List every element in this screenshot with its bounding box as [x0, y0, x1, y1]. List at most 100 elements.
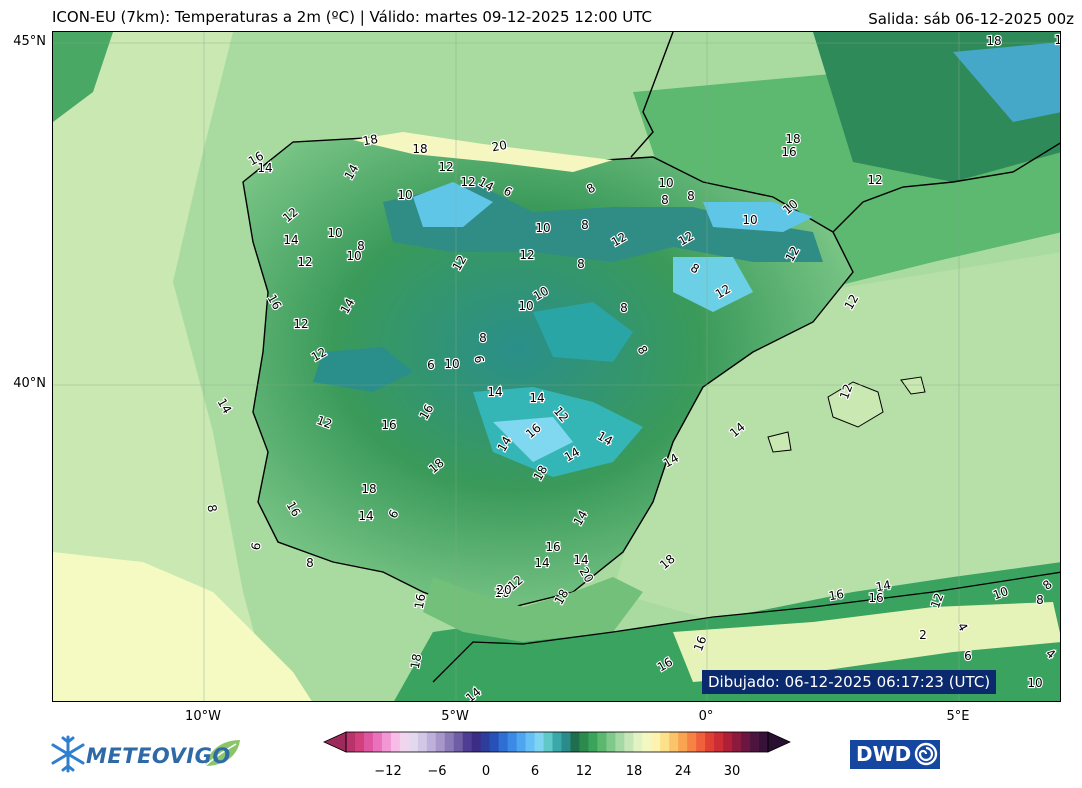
isotherm-label: 8 — [1036, 593, 1044, 607]
isotherm-label: 18 — [362, 132, 379, 148]
isotherm-label: 6 — [427, 358, 435, 372]
isotherm-label: 20 — [491, 138, 508, 154]
lat-label-45n: 45°N — [13, 34, 46, 49]
cold-area-west — [313, 347, 413, 392]
cold-spot-iberian-range — [673, 257, 753, 312]
colorbar-swatch — [372, 732, 383, 752]
balearic-islands — [827, 381, 884, 428]
atlantic-warmest-band — [53, 552, 312, 701]
isotherm-label: 8 — [357, 239, 365, 253]
isotherm-label: 8 — [661, 193, 669, 207]
meteovigo-wordmark: METEOVIGO — [86, 744, 231, 768]
isotherm-label: 10 — [346, 249, 361, 263]
temperature-map[interactable]: 18 18 20 16 14 14 12 14 10 16 12 12 14 14 12 16 16 18 18 16… — [52, 31, 1061, 702]
isotherm-label: 12 — [519, 248, 534, 262]
colorbar-swatch — [354, 732, 365, 752]
isotherm-label: 10 — [742, 213, 757, 227]
isotherm-label: 16 — [828, 587, 845, 603]
isotherm-label: 12 — [837, 382, 855, 401]
cold-area-meseta — [533, 302, 633, 362]
colorbar-swatch — [579, 732, 589, 752]
isotherm-label: 14 — [875, 578, 892, 594]
north-africa-coast-warm — [673, 602, 1060, 682]
model-run-label: Salida: sáb 06-12-2025 00z — [868, 10, 1074, 28]
colorbar-swatch — [471, 732, 482, 752]
colorbar-swatch — [381, 732, 392, 752]
colorbar-swatch — [633, 732, 643, 752]
colorbar-swatch — [453, 732, 464, 752]
isotherm-label: 18 — [361, 482, 376, 496]
colorbar-swatch — [570, 732, 580, 752]
isotherm-label: 12 — [315, 413, 334, 431]
cold-spot-central — [493, 417, 573, 462]
isotherm-label: 20 — [496, 583, 511, 597]
colorbar-swatch — [552, 732, 562, 752]
cold-spot-north — [413, 182, 493, 227]
colorbar-swatch — [417, 732, 428, 752]
colorbar-swatch — [390, 732, 401, 752]
isotherm-label: 8 — [479, 331, 487, 345]
isotherm-label: 14 — [358, 509, 373, 523]
isotherm-label: 16 — [412, 593, 428, 610]
colorbar-swatch — [426, 732, 437, 752]
colorbar-swatch — [462, 732, 473, 752]
isotherm-label: 14 — [1054, 33, 1061, 47]
isotherm-label: 10 — [991, 584, 1010, 602]
lon-label-0: 0° — [698, 709, 714, 724]
isotherm-label: 14 — [573, 553, 588, 567]
colorbar-swatch — [408, 732, 419, 752]
isotherm-label: 14 — [529, 391, 544, 405]
isotherm-label: 6 — [249, 541, 264, 551]
colorbar-swatch — [615, 732, 625, 752]
colorbar-max-extend — [767, 731, 791, 753]
colorbar-swatch — [741, 732, 751, 752]
colorbar-swatch — [660, 732, 670, 752]
colorbar-swatch — [723, 732, 733, 752]
dwd-wordmark: DWD — [856, 742, 912, 766]
isotherm-label: 12 — [928, 591, 946, 610]
colorbar-swatch — [543, 732, 553, 752]
isotherm-label: 10 — [1027, 676, 1042, 690]
isotherm-label: 18 — [785, 132, 800, 146]
iberian-peninsula — [242, 136, 854, 608]
map-title: ICON-EU (7km): Temperaturas a 2m (ºC) | … — [52, 8, 653, 26]
colorbar-swatch — [705, 732, 715, 752]
colorbar-swatch — [669, 732, 679, 752]
colorbar-swatch — [642, 732, 652, 752]
colorbar-swatch — [346, 732, 356, 752]
colorbar-swatch — [516, 732, 526, 752]
isotherm-label: 16 — [381, 418, 396, 432]
isotherm-label: 12 — [438, 160, 453, 174]
isotherm-label: 14 — [283, 233, 298, 247]
isotherm-label: 8 — [687, 189, 695, 203]
lon-label-5e: 5°E — [946, 709, 970, 724]
isotherm-label: 8 — [581, 218, 589, 232]
isotherm-label: 12 — [297, 255, 312, 269]
isotherm-label: 14 — [257, 161, 272, 175]
colorbar-swatch — [750, 732, 760, 752]
meteovigo-logo — [48, 734, 248, 774]
isotherm-label: 8 — [204, 503, 219, 513]
colorbar-tick: 18 — [625, 764, 643, 779]
colorbar-tick: 24 — [674, 764, 692, 779]
colorbar-swatch — [696, 732, 706, 752]
colorbar-swatch — [606, 732, 616, 752]
colorbar-swatch — [759, 732, 769, 752]
colorbar-swatch — [498, 732, 509, 752]
isotherm-label: 6 — [471, 354, 486, 364]
isotherm-label: 18 — [986, 34, 1001, 48]
isotherm-label: 10 — [658, 176, 673, 190]
colorbar-tick: −12 — [374, 764, 402, 779]
isotherm-label: 16 — [545, 540, 560, 554]
colorbar-swatch — [507, 732, 517, 752]
isotherm-label: 10 — [327, 226, 342, 240]
atlantic-warm-band — [53, 32, 273, 701]
map-canvas: 18 18 20 16 14 14 12 14 10 16 12 12 14 14 12 16 16 18 18 16… — [53, 32, 1061, 701]
isotherm-label: 12 — [460, 175, 475, 189]
isotherm-label: 16 — [691, 634, 709, 653]
colorbar-swatch — [363, 732, 374, 752]
drawn-timestamp: Dibujado: 06-12-2025 06:17:23 (UTC) — [702, 670, 997, 694]
menorca — [900, 376, 926, 395]
isotherm-label: 14 — [534, 556, 549, 570]
isotherm-label: 6 — [964, 649, 972, 663]
